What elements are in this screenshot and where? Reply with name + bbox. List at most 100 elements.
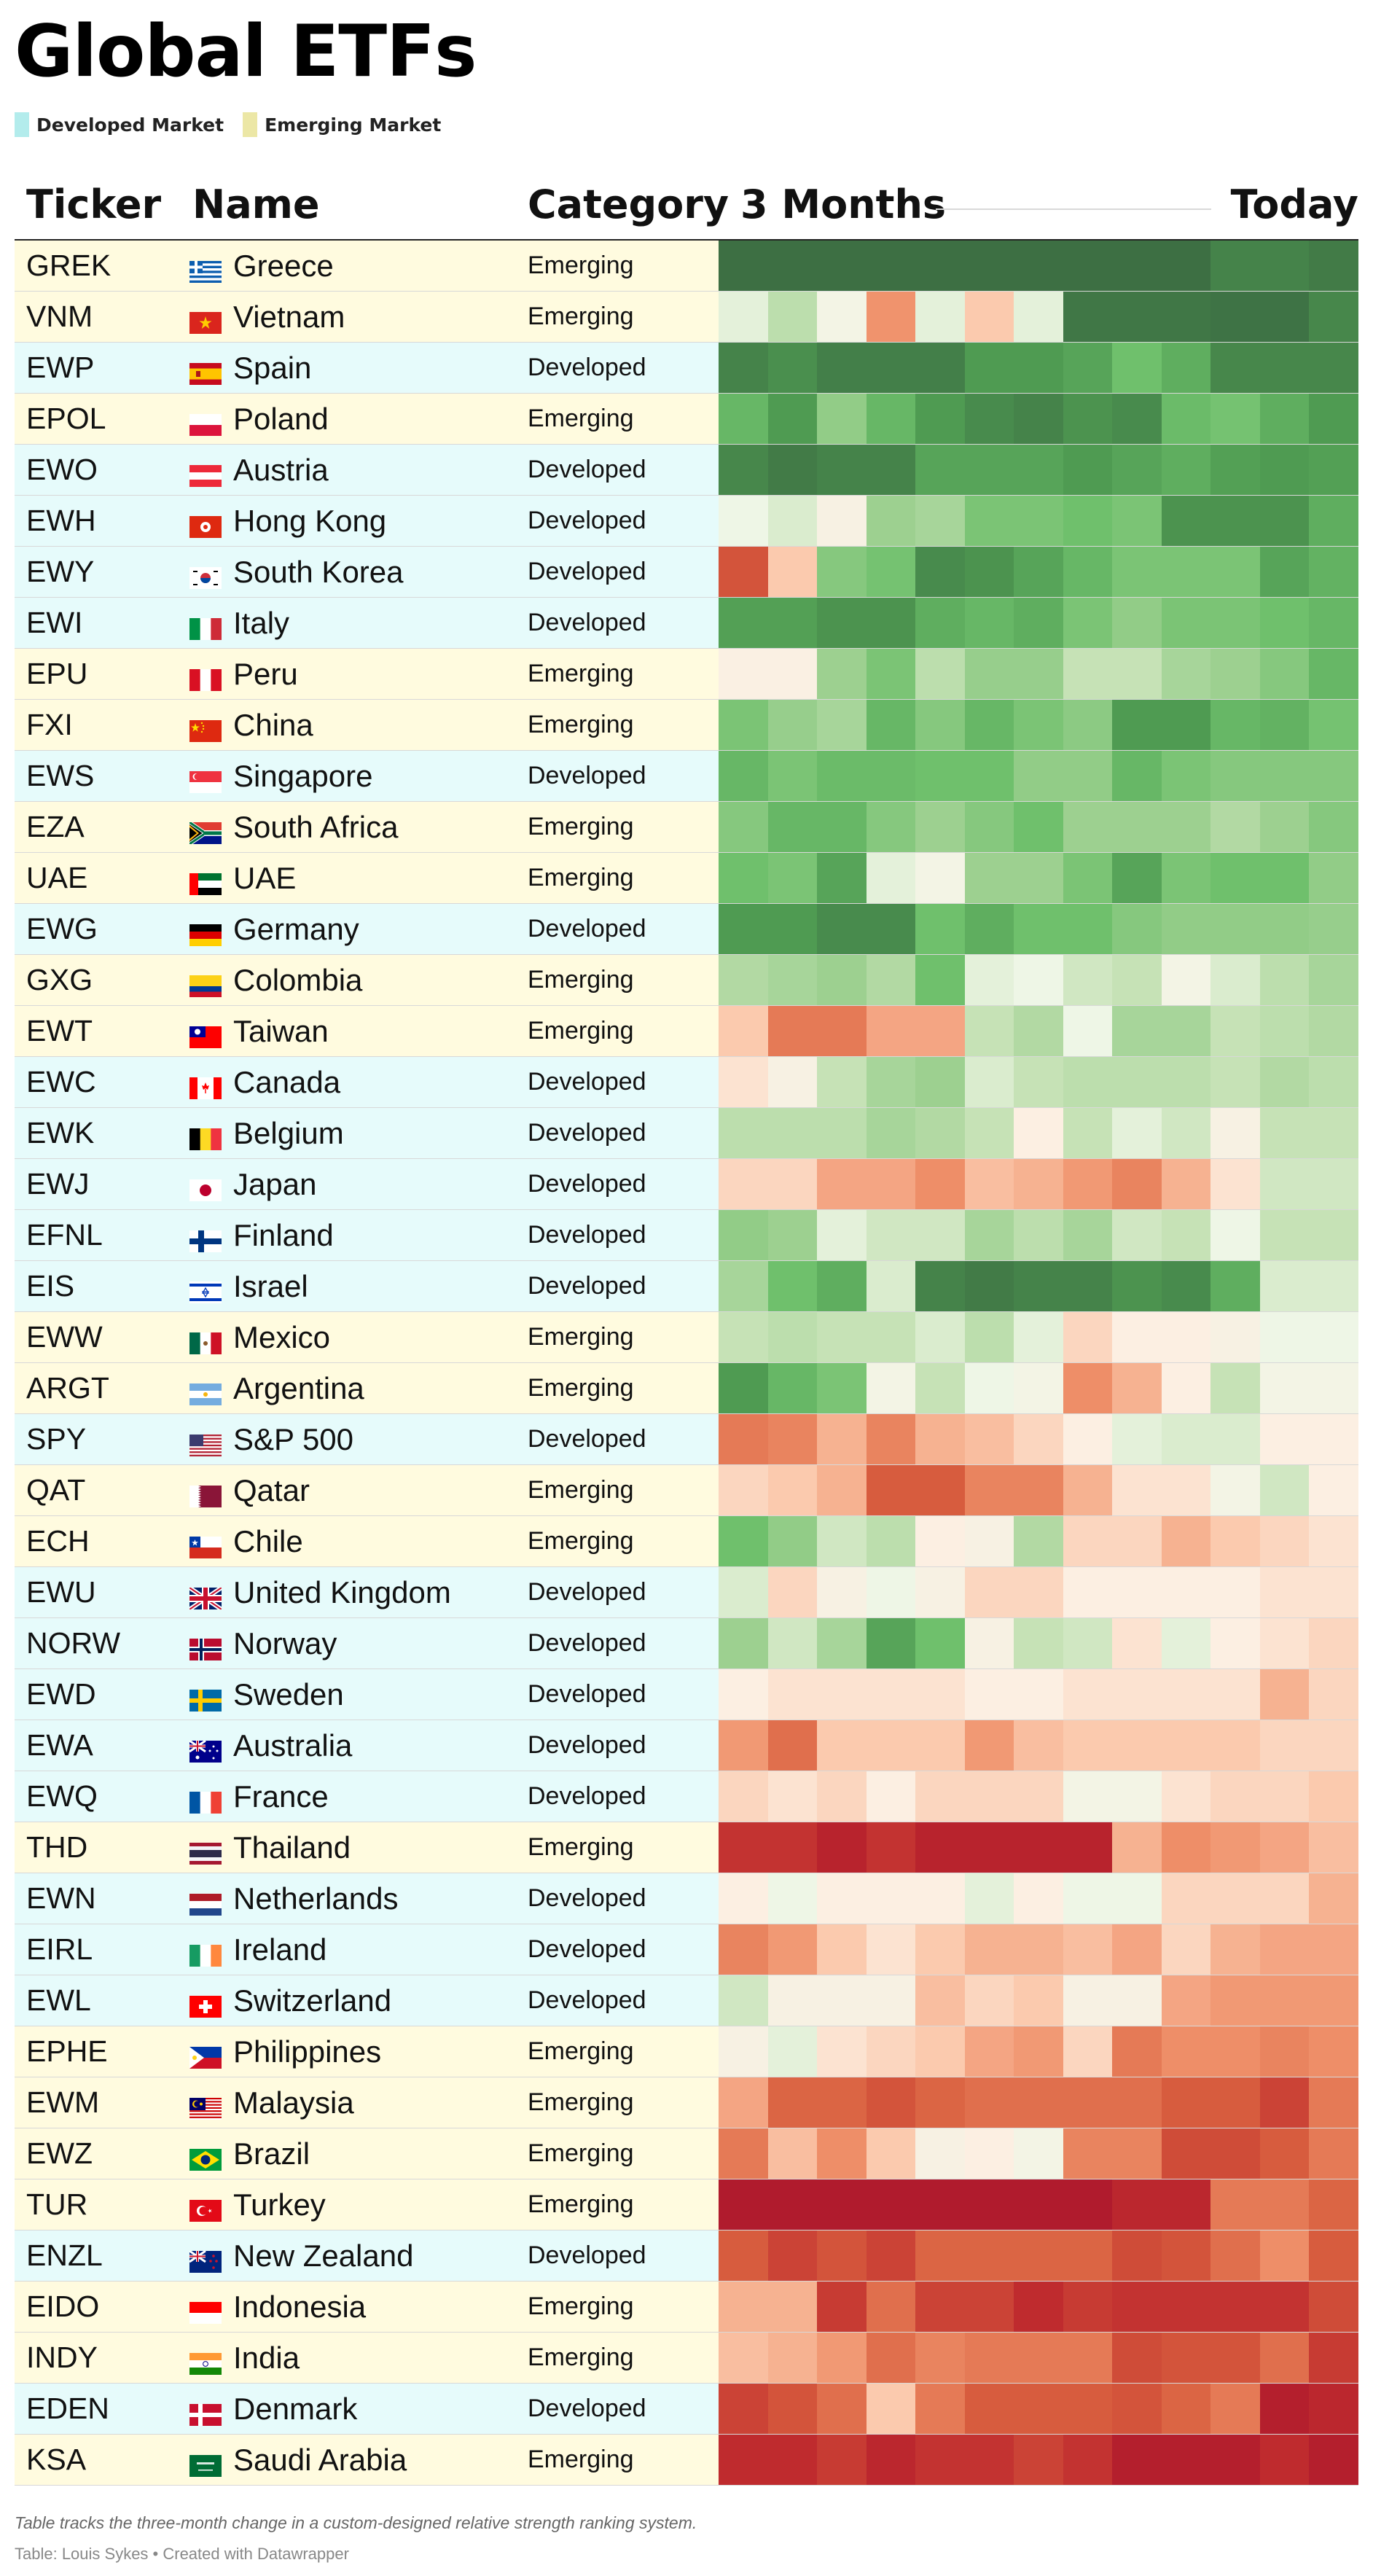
heat-strip [719, 1363, 1358, 1413]
category-cell: Developed [528, 1731, 646, 1759]
heat-square [866, 700, 916, 750]
heat-square [1309, 2435, 1358, 2485]
heat-square [1259, 1873, 1310, 1924]
heat-square [1063, 1567, 1113, 1617]
ireland-flag [189, 1939, 222, 1967]
heat-square [1309, 1414, 1358, 1464]
heat-square [719, 1312, 768, 1362]
heat-square [767, 241, 818, 291]
heat-square [719, 496, 768, 546]
heat-square [1309, 1873, 1358, 1924]
heat-square [1259, 1261, 1310, 1311]
name-cell: Thailand [189, 1822, 351, 1873]
heat-square [964, 1312, 1014, 1362]
heat-square [1014, 2179, 1063, 2230]
heat-square [866, 292, 916, 342]
heat-square [1309, 955, 1358, 1005]
heat-square [719, 1210, 768, 1260]
heat-square [964, 1771, 1014, 1822]
table-row: EWH Hong Kong Developed [15, 496, 1358, 547]
heat-square [1161, 2230, 1211, 2281]
name-cell: Finland [189, 1210, 334, 1260]
heat-square [1161, 1465, 1211, 1515]
heat-square [866, 1057, 916, 1107]
heat-strip [719, 2077, 1358, 2128]
heat-square [866, 751, 916, 801]
country-name: India [233, 2340, 300, 2375]
table-row: EWU United Kingdom Developed [15, 1567, 1358, 1618]
southafrica-flag [188, 816, 222, 846]
heat-square [1309, 2179, 1358, 2230]
heat-square [1210, 2026, 1260, 2077]
country-name: Brazil [233, 2136, 310, 2171]
heat-square [1063, 445, 1113, 495]
heat-square [817, 2435, 867, 2485]
country-name: Switzerland [233, 1983, 392, 2018]
heat-square [1309, 2282, 1358, 2332]
heat-square [1063, 2333, 1113, 2383]
heat-square [1014, 496, 1063, 546]
heat-square [866, 955, 916, 1005]
heat-square [915, 1924, 965, 1975]
heat-square [1210, 1312, 1260, 1362]
heat-square [1014, 1516, 1063, 1566]
heat-square [1259, 1771, 1310, 1822]
ticker-cell: NORW [26, 1626, 121, 1660]
heat-square [1259, 955, 1310, 1005]
country-name: Mexico [233, 1319, 331, 1354]
heat-square [1309, 292, 1358, 342]
heat-strip [719, 751, 1358, 801]
heat-square [964, 2179, 1014, 2230]
heat-square [1063, 2077, 1113, 2128]
heat-square [1259, 496, 1310, 546]
heat-square [767, 1720, 818, 1771]
turkey-flag [189, 2194, 222, 2222]
category-cell: Developed [528, 1884, 646, 1912]
germany-flag [189, 918, 222, 946]
heat-strip [719, 700, 1358, 750]
name-cell: Italy [189, 598, 289, 648]
heat-square [1014, 1720, 1063, 1771]
heat-square [817, 1312, 867, 1362]
heat-square [1063, 2128, 1113, 2179]
name-cell: Peru [189, 649, 298, 699]
ticker-cell: ENZL [26, 2239, 103, 2272]
name-cell: South Africa [188, 802, 398, 852]
heat-square [1161, 649, 1211, 699]
table-row: THD Thailand Emerging [15, 1822, 1358, 1873]
peru-flag [189, 663, 222, 691]
heat-square [767, 1210, 818, 1260]
heat-square [964, 649, 1014, 699]
heat-square [1210, 2179, 1260, 2230]
heat-square [1210, 1159, 1260, 1209]
name-cell: Vietnam [189, 292, 345, 342]
heat-square [817, 547, 867, 597]
table-row: SPY S&P 500 Developed [15, 1414, 1358, 1465]
heat-square [1112, 1771, 1162, 1822]
category-cell: Developed [528, 354, 646, 381]
heat-square [817, 1720, 867, 1771]
name-cell: Netherlands [189, 1873, 398, 1924]
heat-square [1309, 904, 1358, 954]
ticker-cell: EWT [26, 1014, 93, 1047]
category-cell: Emerging [528, 1527, 634, 1555]
heat-square [1014, 1822, 1063, 1873]
heat-square [817, 2333, 867, 2383]
heat-square [719, 1465, 768, 1515]
heat-square [1014, 445, 1063, 495]
category-cell: Developed [528, 1272, 646, 1300]
heat-square [1210, 1618, 1260, 1668]
canada-flag [189, 1072, 222, 1099]
heat-square [915, 751, 965, 801]
heat-square [1112, 1210, 1162, 1260]
heat-square [915, 1873, 965, 1924]
heat-square [1210, 1465, 1260, 1515]
heat-square [964, 1822, 1014, 1873]
heat-square [866, 598, 916, 648]
southkorea-flag [189, 561, 222, 589]
heat-square [1210, 955, 1260, 1005]
heat-square [915, 2230, 965, 2281]
heat-square [767, 2077, 818, 2128]
table-row: UAE UAE Emerging [15, 853, 1358, 904]
heat-square [915, 802, 965, 852]
